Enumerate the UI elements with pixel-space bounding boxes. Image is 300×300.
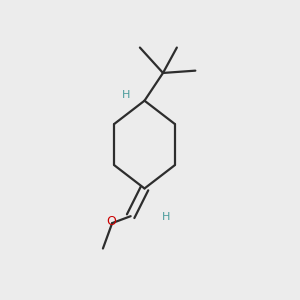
Text: O: O — [106, 215, 116, 229]
Text: H: H — [122, 90, 130, 100]
Text: H: H — [162, 212, 171, 222]
